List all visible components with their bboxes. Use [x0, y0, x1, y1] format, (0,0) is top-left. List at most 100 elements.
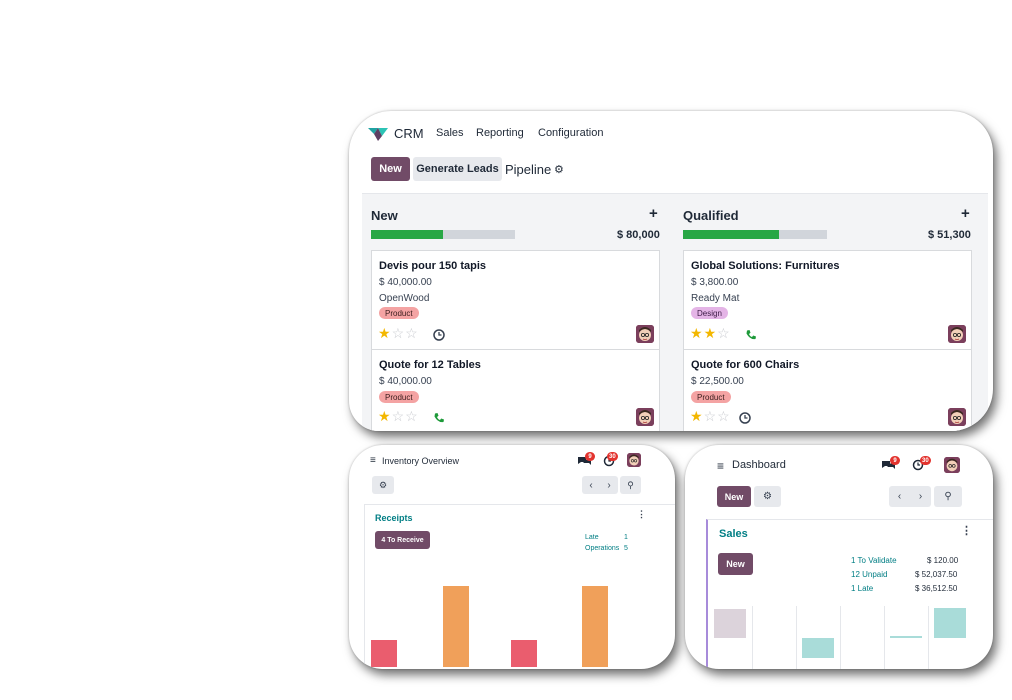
- column-title-qualified: Qualified: [683, 208, 739, 223]
- chart-bar[interactable]: [714, 609, 746, 638]
- column-total-new: $ 80,000: [617, 229, 660, 241]
- menu-sales[interactable]: Sales: [436, 127, 464, 139]
- star-empty-icon[interactable]: ☆: [391, 325, 406, 341]
- kebab-menu-icon[interactable]: ⋮: [637, 509, 646, 519]
- card-new-button[interactable]: New: [718, 553, 753, 575]
- progress-fill: [683, 230, 780, 239]
- gear-icon[interactable]: ⚙: [754, 486, 781, 507]
- tag-badge: Product: [379, 307, 419, 319]
- hamburger-menu-icon[interactable]: ≡: [370, 455, 376, 466]
- avatar[interactable]: [948, 408, 966, 426]
- chart-gridline: [928, 606, 929, 669]
- kanban-card[interactable]: Global Solutions: Furnitures $ 3,800.00 …: [683, 250, 972, 350]
- tag-badge: Product: [379, 391, 419, 403]
- chart-bar[interactable]: [582, 586, 608, 667]
- chart-bar[interactable]: [511, 640, 537, 667]
- crm-navbar: CRM Sales Reporting Configuration: [349, 111, 993, 157]
- star-empty-icon[interactable]: ☆: [405, 408, 419, 424]
- hamburger-menu-icon[interactable]: ≡: [717, 459, 725, 473]
- card-title: Quote for 600 Chairs: [691, 359, 800, 371]
- star-empty-icon[interactable]: ☆: [717, 408, 731, 424]
- crm-app-name[interactable]: CRM: [394, 126, 424, 141]
- to-validate-amount: $ 120.00: [927, 556, 959, 565]
- chart-bar[interactable]: [443, 586, 469, 667]
- priority-stars[interactable]: ★☆☆: [378, 326, 419, 340]
- star-empty-icon[interactable]: ☆: [717, 325, 731, 341]
- search-icon[interactable]: ⚲: [620, 476, 641, 494]
- new-button[interactable]: New: [717, 486, 751, 507]
- crm-logo-icon[interactable]: [368, 126, 388, 142]
- unpaid-link[interactable]: 12 Unpaid: [851, 570, 888, 579]
- late-value[interactable]: 1: [624, 534, 628, 541]
- card-title: Global Solutions: Furnitures: [691, 260, 840, 272]
- crm-pipeline-window: CRM Sales Reporting Configuration New Ge…: [349, 111, 993, 431]
- card-title[interactable]: Sales: [719, 528, 748, 540]
- priority-stars[interactable]: ★☆☆: [690, 409, 731, 423]
- chevron-right-icon[interactable]: ›: [607, 479, 611, 491]
- card-title[interactable]: Receipts: [375, 513, 413, 523]
- pager[interactable]: ‹ ›: [889, 486, 931, 507]
- to-receive-button[interactable]: 4 To Receive: [375, 531, 430, 549]
- menu-reporting[interactable]: Reporting: [476, 127, 524, 139]
- progress-fill: [371, 230, 443, 239]
- kebab-menu-icon[interactable]: ⋮: [961, 525, 972, 537]
- avatar[interactable]: [948, 325, 966, 343]
- phone-icon[interactable]: [745, 329, 757, 341]
- gear-icon[interactable]: ⚙: [372, 476, 394, 494]
- late-label[interactable]: Late: [585, 534, 599, 541]
- card-amount: $ 40,000.00: [379, 277, 432, 288]
- phone-icon[interactable]: [433, 412, 445, 424]
- chevron-left-icon[interactable]: ‹: [897, 491, 902, 502]
- star-empty-icon[interactable]: ☆: [405, 325, 419, 341]
- chart-bar[interactable]: [371, 640, 397, 667]
- star-filled-icon[interactable]: ★: [703, 325, 718, 341]
- column-progress-qualified[interactable]: [683, 230, 827, 239]
- avatar[interactable]: [627, 453, 641, 467]
- chevron-right-icon[interactable]: ›: [918, 491, 923, 502]
- star-filled-icon[interactable]: ★: [690, 325, 704, 341]
- star-empty-icon[interactable]: ☆: [391, 408, 406, 424]
- chevron-left-icon[interactable]: ‹: [589, 479, 593, 491]
- page-title: Pipeline: [505, 162, 552, 177]
- card-amount: $ 3,800.00: [691, 277, 739, 288]
- chart-gridline: [884, 606, 885, 669]
- priority-stars[interactable]: ★★☆: [690, 326, 731, 340]
- column-progress-new[interactable]: [371, 230, 515, 239]
- card-amount: $ 22,500.00: [691, 376, 744, 387]
- clock-icon[interactable]: [433, 329, 445, 341]
- avatar[interactable]: [944, 457, 960, 473]
- priority-stars[interactable]: ★☆☆: [378, 409, 419, 423]
- generate-leads-button[interactable]: Generate Leads: [413, 157, 502, 181]
- inventory-overview-window: ≡ Inventory Overview 9 30 ⚙ ‹ › ⚲ Receip…: [349, 445, 675, 669]
- star-empty-icon[interactable]: ☆: [703, 408, 718, 424]
- operations-label[interactable]: Operations: [585, 545, 620, 552]
- kanban-card[interactable]: Quote for 12 Tables $ 40,000.00 Product …: [371, 349, 660, 431]
- gear-icon[interactable]: ⚙: [554, 164, 564, 176]
- chart-bar[interactable]: [802, 638, 834, 658]
- search-icon[interactable]: ⚲: [934, 486, 962, 507]
- add-card-new-plus-icon[interactable]: +: [649, 205, 658, 222]
- star-filled-icon[interactable]: ★: [690, 408, 704, 424]
- chart-bar[interactable]: [934, 608, 966, 638]
- kanban-card[interactable]: Devis pour 150 tapis $ 40,000.00 OpenWoo…: [371, 250, 660, 350]
- card-title: Quote for 12 Tables: [379, 359, 481, 371]
- to-validate-link[interactable]: 1 To Validate: [851, 556, 897, 565]
- chart-bar[interactable]: [890, 636, 922, 638]
- card-amount: $ 40,000.00: [379, 376, 432, 387]
- star-filled-icon[interactable]: ★: [378, 408, 392, 424]
- clock-icon[interactable]: [739, 412, 751, 424]
- pager[interactable]: ‹ ›: [582, 476, 618, 494]
- add-card-qualified-plus-icon[interactable]: +: [961, 205, 970, 222]
- kanban-card[interactable]: Quote for 600 Chairs $ 22,500.00 Product…: [683, 349, 972, 431]
- menu-configuration[interactable]: Configuration: [538, 127, 604, 139]
- new-button[interactable]: New: [371, 157, 410, 181]
- late-link[interactable]: 1 Late: [851, 584, 874, 593]
- star-filled-icon[interactable]: ★: [378, 325, 392, 341]
- activities-clock-icon[interactable]: [912, 459, 928, 471]
- chart-gridline: [796, 606, 797, 669]
- card-title: Devis pour 150 tapis: [379, 260, 486, 272]
- chart-gridline: [752, 606, 753, 669]
- avatar[interactable]: [636, 325, 654, 343]
- operations-value[interactable]: 5: [624, 545, 628, 552]
- avatar[interactable]: [636, 408, 654, 426]
